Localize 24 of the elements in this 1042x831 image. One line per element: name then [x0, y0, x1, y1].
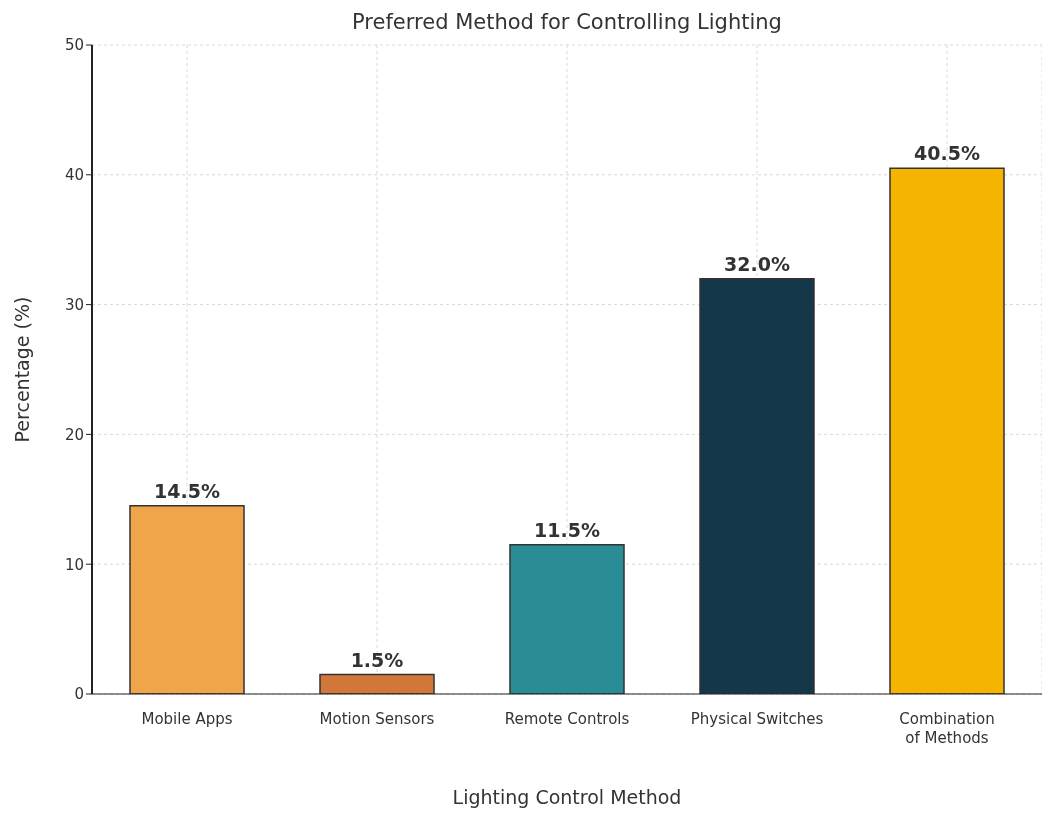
- y-tick-label: 30: [64, 295, 84, 314]
- x-tick-label: Physical Switches: [690, 710, 824, 728]
- data-label: 14.5%: [154, 479, 220, 502]
- data-label: 1.5%: [350, 648, 404, 671]
- bar: [509, 543, 625, 694]
- y-tick-label: 10: [64, 555, 84, 574]
- x-tick-label: Motion Sensors: [319, 710, 435, 728]
- x-tick-label: Combination of Methods: [899, 710, 995, 747]
- bar: [129, 505, 245, 694]
- y-tick-label: 50: [64, 36, 84, 55]
- x-axis-title: Lighting Control Method: [452, 786, 682, 808]
- x-tick-label: Remote Controls: [504, 710, 630, 728]
- bar: [319, 673, 435, 694]
- y-tick-label: 20: [64, 425, 84, 444]
- y-tick-label: 40: [64, 166, 84, 185]
- y-tick-label: 0: [74, 685, 84, 704]
- chart-title: Preferred Method for Controlling Lighting: [351, 10, 783, 34]
- bar: [699, 277, 815, 694]
- data-label: 40.5%: [914, 142, 980, 165]
- y-axis-title: Percentage (%): [10, 296, 33, 443]
- bar: [889, 167, 1005, 694]
- data-label: 32.0%: [724, 252, 790, 275]
- x-tick-label: Mobile Apps: [141, 710, 233, 728]
- data-label: 11.5%: [534, 518, 600, 541]
